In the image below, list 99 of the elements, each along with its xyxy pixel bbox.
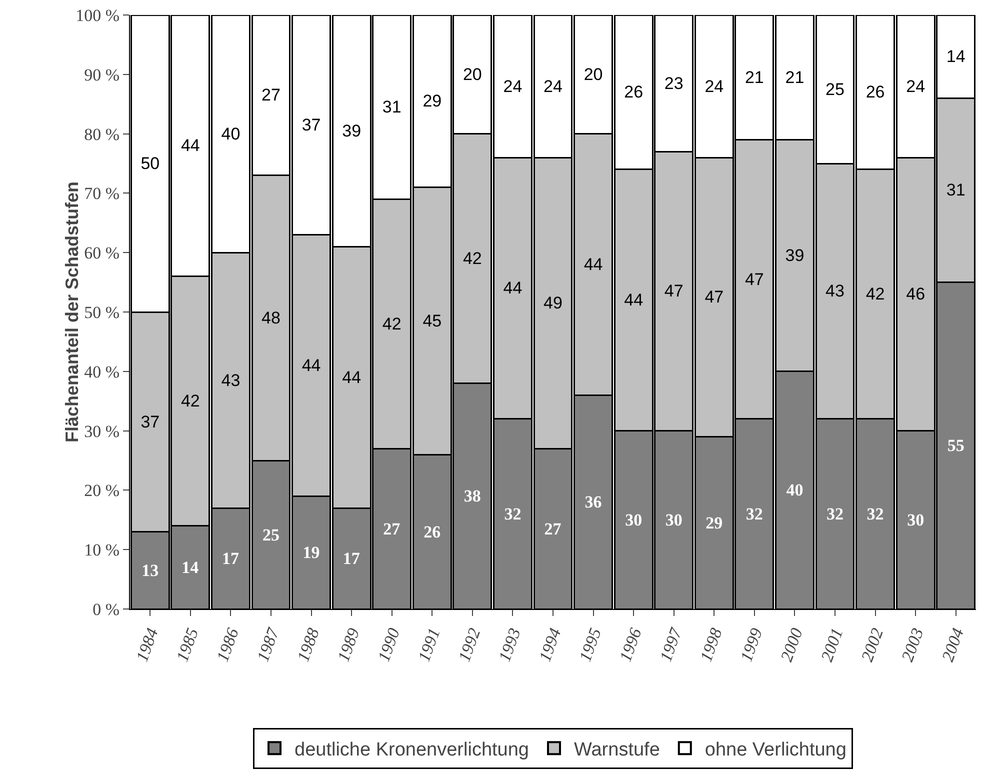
x-tick-label: 1985 <box>172 626 202 664</box>
data-label: 43 <box>221 370 240 390</box>
data-label: 32 <box>504 504 522 524</box>
x-tick-label: 2003 <box>898 626 928 664</box>
data-label: 26 <box>866 82 885 102</box>
x-tick-label: 1994 <box>535 625 565 664</box>
data-label: 50 <box>140 154 160 173</box>
data-label: 27 <box>544 519 562 538</box>
y-tick-label: 10 % <box>84 540 120 560</box>
data-label: 42 <box>462 249 482 268</box>
legend-label: ohne Verlichtung <box>704 740 846 761</box>
data-label: 21 <box>744 68 764 87</box>
legend-label: deutliche Kronenverlichtung <box>294 740 529 761</box>
data-label: 25 <box>262 525 280 544</box>
x-tick-label: 1998 <box>696 625 726 664</box>
x-tick-label: 1984 <box>132 625 162 664</box>
data-label: 19 <box>302 543 320 562</box>
x-tick-label: 1995 <box>576 626 606 664</box>
y-tick-label: 70 % <box>84 184 120 204</box>
data-label: 31 <box>946 180 966 200</box>
data-label: 38 <box>464 486 481 506</box>
data-label: 37 <box>140 412 160 432</box>
data-label: 39 <box>785 246 804 266</box>
x-tick-label: 1991 <box>414 626 444 664</box>
x-tick-label: 1987 <box>253 624 284 664</box>
data-label: 24 <box>544 76 562 96</box>
y-tick-label: 100 % <box>76 6 120 25</box>
data-label: 42 <box>180 392 200 411</box>
data-label: 27 <box>262 86 280 105</box>
data-label: 23 <box>664 74 684 93</box>
data-label: 26 <box>624 82 644 102</box>
data-label: 32 <box>746 504 763 524</box>
y-tick-label: 80 % <box>84 124 120 144</box>
data-label: 24 <box>503 76 522 96</box>
data-label: 21 <box>785 68 804 87</box>
data-label: 29 <box>422 92 442 111</box>
data-label: 29 <box>706 513 723 532</box>
data-label: 42 <box>382 314 402 334</box>
data-label: 31 <box>382 98 402 117</box>
data-label: 47 <box>744 270 764 289</box>
data-label: 30 <box>665 510 682 530</box>
data-label: 39 <box>342 121 362 140</box>
data-label: 20 <box>462 64 482 84</box>
data-label: 48 <box>262 308 280 328</box>
x-tick-label: 2004 <box>938 625 968 664</box>
x-tick-label: 2002 <box>858 625 888 664</box>
data-label: 46 <box>906 284 926 304</box>
data-label: 43 <box>826 282 844 301</box>
y-tick-label: 30 % <box>84 422 120 441</box>
data-label: 27 <box>383 519 401 538</box>
data-label: 14 <box>946 47 966 66</box>
data-label: 42 <box>866 284 885 304</box>
data-label: 30 <box>625 510 642 530</box>
data-label: 49 <box>544 294 562 313</box>
data-label: 32 <box>866 504 884 524</box>
x-tick-label: 1993 <box>494 626 524 664</box>
x-tick-label: 1992 <box>454 625 484 664</box>
data-label: 25 <box>826 80 844 99</box>
x-tick-label: 1986 <box>212 625 243 664</box>
y-axis-title: Flächenanteil der Schadstufen <box>62 181 82 443</box>
data-label: 47 <box>704 288 724 307</box>
data-label: 44 <box>302 356 321 375</box>
data-label: 17 <box>222 549 240 568</box>
data-label: 32 <box>826 504 844 524</box>
data-label: 37 <box>302 115 321 134</box>
y-tick-label: 20 % <box>84 481 120 500</box>
data-label: 40 <box>221 124 240 144</box>
data-label: 40 <box>786 480 804 500</box>
data-label: 24 <box>906 76 926 96</box>
y-tick-label: 90 % <box>84 65 120 84</box>
x-tick-label: 1997 <box>656 624 686 664</box>
data-label: 47 <box>664 282 684 301</box>
y-tick-label: 50 % <box>84 302 120 322</box>
x-tick-label: 1996 <box>616 625 646 664</box>
x-tick-label: 1989 <box>334 625 364 664</box>
x-tick-label: 2000 <box>776 625 807 664</box>
y-tick-label: 40 % <box>84 362 120 382</box>
data-label: 36 <box>584 492 602 512</box>
legend-label: Warnstufe <box>574 740 660 761</box>
data-label: 44 <box>584 254 603 274</box>
data-label: 55 <box>947 436 964 456</box>
data-label: 44 <box>342 368 362 387</box>
data-label: 44 <box>503 278 522 298</box>
data-label: 17 <box>342 549 360 568</box>
y-tick-label: 0 % <box>92 600 120 619</box>
x-tick-label: 2001 <box>817 626 847 664</box>
x-tick-label: 1988 <box>294 625 324 664</box>
data-label: 44 <box>180 136 200 156</box>
x-tick-label: 1990 <box>374 625 404 664</box>
data-label: 26 <box>424 522 441 542</box>
data-label: 45 <box>422 311 442 330</box>
x-tick-label: 1999 <box>736 625 766 664</box>
y-tick-label: 60 % <box>84 244 120 263</box>
data-label: 14 <box>182 558 200 577</box>
data-label: 44 <box>624 290 644 310</box>
data-label: 24 <box>704 76 724 96</box>
data-label: 30 <box>907 510 924 530</box>
data-label: 13 <box>142 560 159 580</box>
data-label: 20 <box>584 64 603 84</box>
